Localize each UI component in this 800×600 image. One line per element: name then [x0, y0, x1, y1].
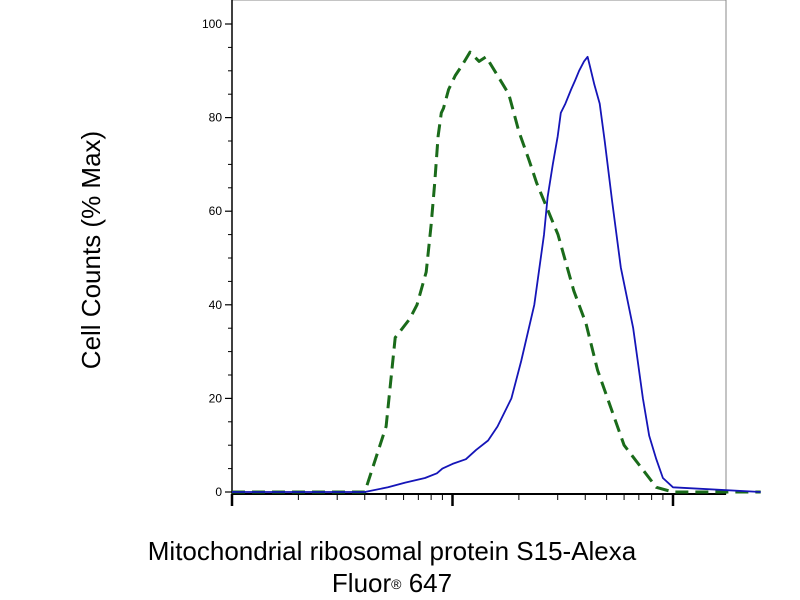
x-axis-title-line-2: Fluor® 647	[332, 568, 452, 598]
y-tick-label: 0	[215, 485, 222, 499]
dashed-histogram-line	[232, 50, 761, 494]
y-tick-label: 60	[209, 204, 223, 218]
solid-histogram-line	[232, 55, 761, 493]
y-tick-label: 20	[209, 391, 223, 405]
x-axis-title-line-1: Mitochondrial ribosomal protein S15-Alex…	[148, 536, 637, 566]
plot-frame	[231, 0, 727, 495]
y-tick-label: 80	[209, 111, 223, 125]
y-tick-label: 100	[202, 17, 222, 31]
series-layer	[232, 50, 761, 494]
y-tick-label: 40	[209, 298, 223, 312]
x-axis-title-fluor: Fluor	[332, 568, 392, 598]
y-axis-ticks: 0 20 40 60 80 100	[202, 17, 232, 499]
y-axis-title: Cell Counts (% Max)	[76, 131, 106, 369]
x-axis-ticks	[230, 494, 675, 506]
registered-mark: ®	[391, 576, 402, 592]
x-axis-title-tail: 647	[401, 568, 452, 598]
